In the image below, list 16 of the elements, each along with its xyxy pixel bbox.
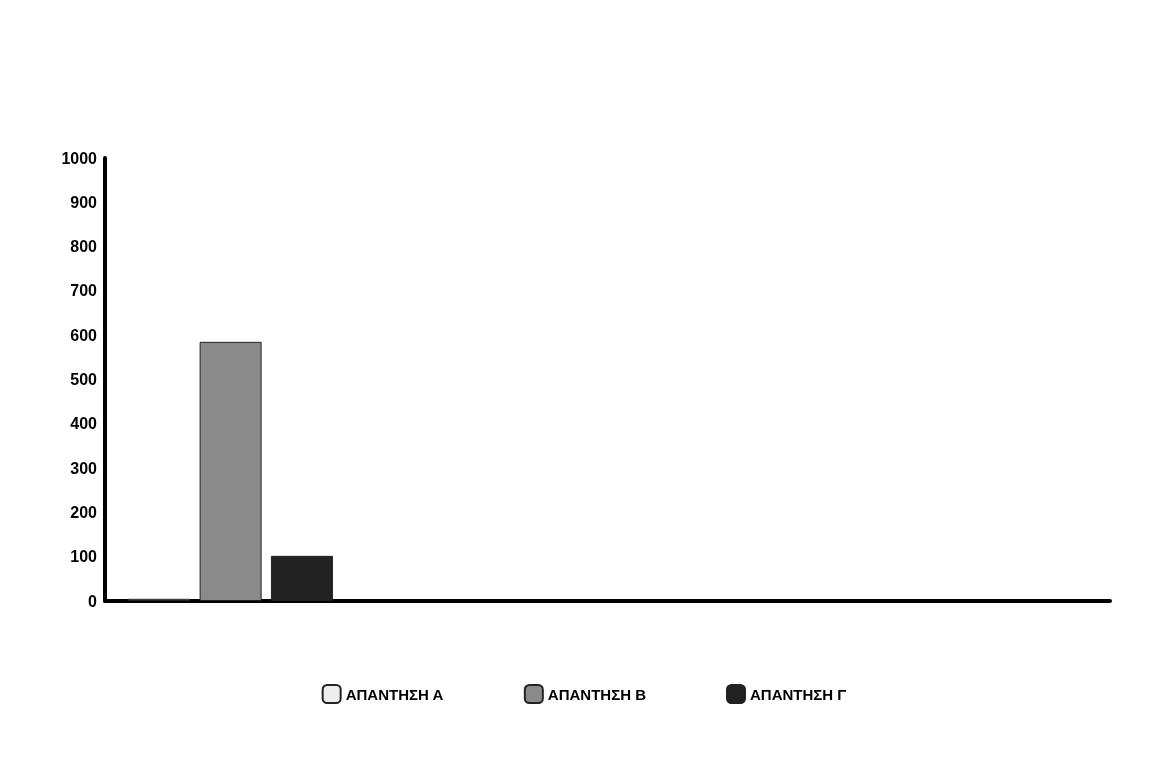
y-tick-label: 900 — [70, 193, 98, 211]
legend-label: ΑΠΑΝΤΗΣΗ Γ — [749, 685, 847, 703]
y-tick-label: 0 — [88, 592, 98, 610]
y-tick-label: 700 — [70, 282, 98, 300]
legend-label: ΑΠΑΝΤΗΣΗ Β — [547, 685, 647, 703]
y-tick-label: 200 — [70, 503, 98, 521]
legend-label: ΑΠΑΝΤΗΣΗ Α — [345, 685, 444, 703]
bar — [270, 555, 333, 601]
y-tick-label: 600 — [70, 326, 98, 344]
bar — [199, 341, 262, 601]
y-tick-label: 800 — [70, 238, 98, 256]
y-tick-label: 100 — [70, 548, 98, 566]
y-tick-label: 500 — [70, 371, 98, 388]
y-tick-label: 1000 — [61, 149, 98, 167]
y-tick-label: 300 — [70, 459, 98, 477]
y-tick-label: 400 — [70, 415, 98, 433]
